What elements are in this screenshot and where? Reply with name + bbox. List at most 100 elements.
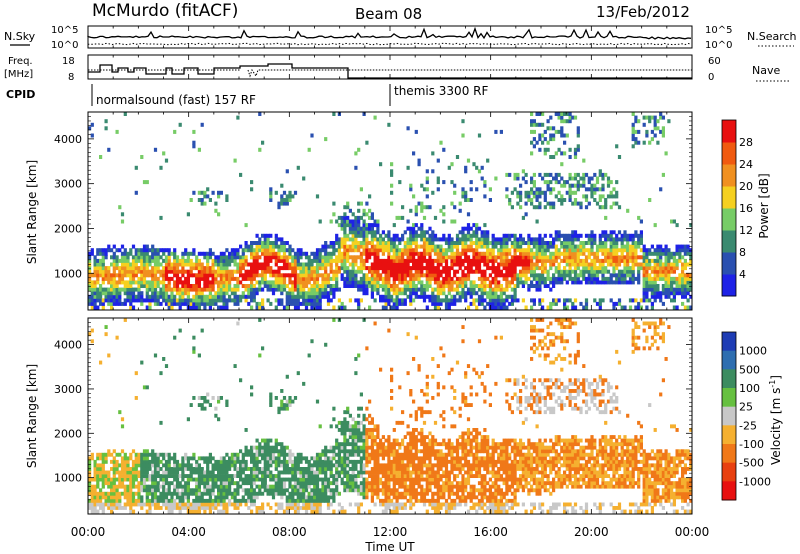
- power-cell: [156, 262, 160, 267]
- power-cell: [645, 248, 649, 253]
- power-cell: [450, 301, 454, 306]
- velocity-cell: [123, 488, 127, 493]
- velocity-cell: [293, 506, 298, 510]
- power-cell: [554, 255, 558, 260]
- power-cell: [351, 241, 355, 245]
- power-cell: [497, 255, 501, 260]
- power-cell: [247, 248, 251, 253]
- power-cell: [502, 244, 506, 249]
- velocity-cell: [181, 488, 185, 493]
- power-cell: [409, 276, 413, 281]
- power-cell: [486, 266, 490, 271]
- power-cell: [230, 248, 234, 253]
- power-cell: [563, 298, 567, 303]
- power-cell: [277, 301, 281, 306]
- power-cell: [280, 183, 284, 188]
- velocity-cell: [137, 459, 141, 464]
- power-cell: [450, 248, 454, 253]
- velocity-cell: [219, 463, 223, 468]
- power-cell: [357, 244, 361, 249]
- power-cell: [535, 255, 539, 260]
- power-cell: [307, 276, 311, 281]
- velocity-cell: [112, 488, 116, 493]
- power-cell: [442, 280, 446, 285]
- power-cell: [99, 301, 103, 306]
- power-cell: [412, 291, 416, 296]
- velocity-cell: [120, 474, 125, 478]
- power-cell: [390, 237, 394, 242]
- power-cell: [348, 273, 352, 278]
- power-cell: [335, 273, 339, 278]
- power-cell: [461, 237, 465, 242]
- velocity-cell: [126, 470, 130, 475]
- power-cell: [414, 266, 418, 271]
- power-cell: [648, 251, 652, 256]
- power-cell: [477, 255, 482, 260]
- velocity-cell: [140, 470, 144, 475]
- power-cell: [326, 273, 331, 278]
- power-cell: [115, 258, 119, 263]
- power-cell: [584, 233, 589, 238]
- power-cell: [395, 233, 399, 238]
- velocity-cell: [291, 495, 295, 500]
- power-cell: [228, 251, 232, 256]
- power-cell: [206, 287, 210, 292]
- power-cell: [486, 248, 490, 253]
- power-cell: [414, 241, 418, 245]
- velocity-cell: [115, 335, 119, 340]
- power-cell: [565, 112, 569, 116]
- power-cell: [626, 280, 630, 285]
- power-cell: [637, 241, 641, 245]
- velocity-cell: [178, 491, 182, 496]
- velocity-cell: [228, 456, 232, 461]
- velocity-cell: [271, 459, 276, 464]
- power-cell: [508, 172, 512, 177]
- power-cell: [689, 287, 693, 292]
- power-cell: [318, 291, 322, 296]
- power-cell: [145, 294, 149, 299]
- power-cell: [368, 284, 372, 288]
- power-cell: [373, 287, 377, 292]
- velocity-cell: [296, 506, 300, 510]
- power-cell: [101, 269, 105, 274]
- power-cell: [230, 287, 234, 292]
- power-cell: [590, 280, 594, 285]
- power-cell: [535, 122, 539, 127]
- power-cell: [549, 255, 553, 260]
- power-cell: [346, 284, 350, 288]
- power-cell: [236, 248, 240, 253]
- power-cell: [615, 194, 619, 199]
- velocity-cell: [107, 474, 111, 478]
- power-cell: [598, 205, 602, 210]
- power-cell: [282, 248, 287, 253]
- power-cell: [656, 294, 660, 299]
- power-cell: [178, 262, 182, 267]
- power-cell: [269, 273, 273, 278]
- power-cell: [255, 266, 259, 271]
- power-cell: [491, 251, 495, 256]
- velocity-cell: [263, 484, 267, 489]
- power-cell: [431, 298, 435, 303]
- power-cell: [403, 291, 407, 296]
- power-cell: [439, 258, 443, 263]
- power-cell: [568, 273, 572, 278]
- power-cell: [173, 255, 177, 260]
- power-cell: [425, 176, 429, 181]
- power-cell: [288, 291, 292, 296]
- velocity-cell: [104, 498, 108, 503]
- power-cell: [420, 294, 424, 299]
- power-cell: [266, 266, 270, 271]
- velocity-cell: [104, 325, 108, 329]
- power-cell: [650, 301, 654, 306]
- power-cell: [667, 294, 671, 299]
- power-cell: [252, 291, 256, 296]
- power-cell: [269, 266, 273, 271]
- velocity-cell: [280, 488, 284, 493]
- power-cell: [387, 237, 391, 242]
- power-cell: [541, 298, 545, 303]
- power-cell: [186, 276, 190, 281]
- power-cell: [683, 262, 687, 267]
- power-cell: [104, 294, 108, 299]
- velocity-cell: [195, 463, 199, 468]
- power-cell: [639, 262, 643, 267]
